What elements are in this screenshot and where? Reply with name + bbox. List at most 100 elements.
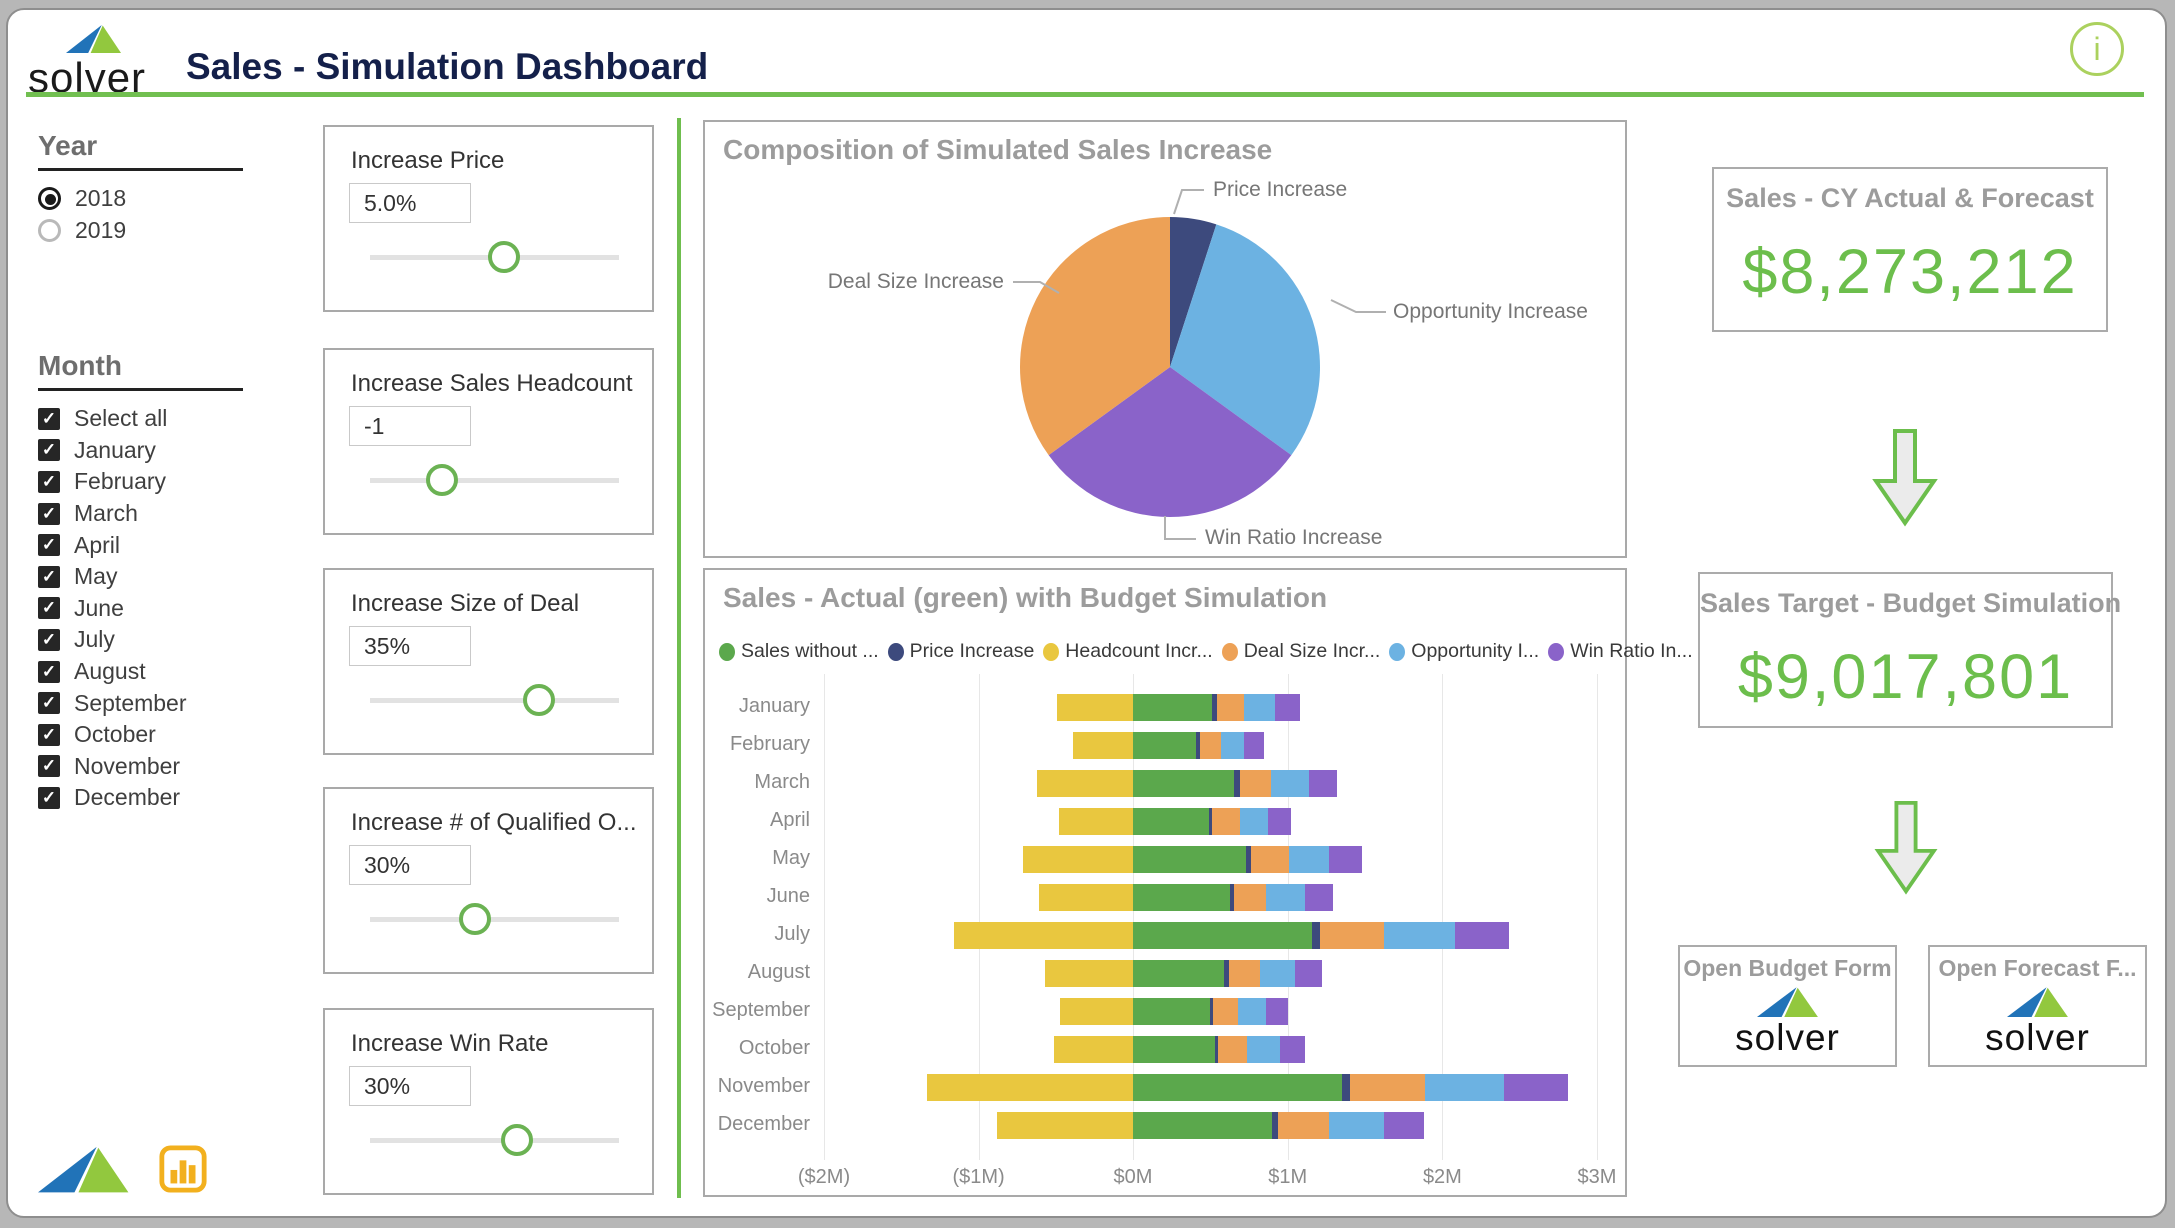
- month-checkbox-november[interactable]: ✓ November: [38, 751, 278, 783]
- bar-seg-opportunity-i[interactable]: [1425, 1073, 1505, 1101]
- bar-seg-deal-size-incr[interactable]: [1233, 883, 1267, 911]
- checkbox-checked-icon[interactable]: ✓: [38, 660, 60, 683]
- bar-row-july[interactable]: [705, 921, 1629, 949]
- bar-seg-price-increase[interactable]: [1224, 959, 1229, 987]
- slider-track[interactable]: [370, 1124, 619, 1156]
- bar-seg-price-increase[interactable]: [1214, 1035, 1219, 1063]
- year-option-2018[interactable]: 2018: [38, 183, 278, 215]
- checkbox-checked-icon[interactable]: ✓: [38, 565, 60, 588]
- slider-handle[interactable]: [523, 684, 556, 716]
- bar-seg-win-ratio-in[interactable]: [1454, 921, 1509, 949]
- bar-row-march[interactable]: [705, 769, 1629, 797]
- slider-handle[interactable]: [500, 1124, 533, 1156]
- slider-handle[interactable]: [488, 241, 521, 273]
- bar-seg-win-ratio-in[interactable]: [1383, 1111, 1424, 1139]
- month-checkbox-october[interactable]: ✓ October: [38, 719, 278, 751]
- bar-seg-opportunity-i[interactable]: [1247, 1035, 1280, 1063]
- bar-seg-sales-without[interactable]: [1133, 1035, 1215, 1063]
- bar-seg-headcount[interactable]: [1054, 1035, 1133, 1063]
- bar-seg-price-increase[interactable]: [1245, 845, 1251, 873]
- slider-value-input[interactable]: [349, 626, 471, 666]
- bar-row-april[interactable]: [705, 807, 1629, 835]
- bar-seg-opportunity-i[interactable]: [1289, 845, 1330, 873]
- bar-seg-win-ratio-in[interactable]: [1504, 1073, 1568, 1101]
- bar-seg-deal-size-incr[interactable]: [1320, 921, 1384, 949]
- bar-seg-price-increase[interactable]: [1211, 693, 1217, 721]
- legend-item-price-increase[interactable]: Price Increase: [887, 640, 1034, 663]
- bar-seg-headcount[interactable]: [996, 1111, 1133, 1139]
- slider-value-input[interactable]: [349, 183, 471, 223]
- legend-item-win-ratio-in[interactable]: Win Ratio In...: [1548, 640, 1693, 663]
- bar-seg-headcount[interactable]: [927, 1073, 1133, 1101]
- bar-seg-deal-size-incr[interactable]: [1250, 845, 1290, 873]
- checkbox-checked-icon[interactable]: ✓: [38, 534, 60, 557]
- bar-seg-win-ratio-in[interactable]: [1267, 807, 1291, 835]
- bar-seg-opportunity-i[interactable]: [1239, 807, 1268, 835]
- slider-value-input[interactable]: [349, 406, 471, 446]
- slider-value-input[interactable]: [349, 845, 471, 885]
- pie-slice-deal-size-increase[interactable]: [1020, 217, 1170, 456]
- bar-seg-deal-size-incr[interactable]: [1199, 731, 1222, 759]
- info-icon[interactable]: i: [2070, 22, 2124, 76]
- slider-track[interactable]: [370, 464, 619, 496]
- legend-item-deal-size-incr[interactable]: Deal Size Incr...: [1221, 640, 1380, 663]
- year-option-2019[interactable]: 2019: [38, 215, 278, 247]
- bar-row-august[interactable]: [705, 959, 1629, 987]
- bar-seg-headcount[interactable]: [1038, 883, 1133, 911]
- month-checkbox-february[interactable]: ✓ February: [38, 466, 278, 498]
- bar-seg-deal-size-incr[interactable]: [1211, 807, 1240, 835]
- bar-seg-headcount[interactable]: [1023, 845, 1133, 873]
- bar-seg-win-ratio-in[interactable]: [1279, 1035, 1305, 1063]
- checkbox-checked-icon[interactable]: ✓: [38, 628, 60, 651]
- bar-seg-price-increase[interactable]: [1208, 807, 1212, 835]
- month-checkbox-june[interactable]: ✓ June: [38, 593, 278, 625]
- pie-slice-win-ratio-increase[interactable]: [1048, 367, 1292, 517]
- bar-seg-price-increase[interactable]: [1341, 1073, 1350, 1101]
- bar-seg-sales-without[interactable]: [1133, 769, 1234, 797]
- radio-selected-icon[interactable]: [38, 187, 61, 211]
- bar-seg-opportunity-i[interactable]: [1259, 959, 1296, 987]
- bar-seg-opportunity-i[interactable]: [1238, 997, 1267, 1025]
- checkbox-checked-icon[interactable]: ✓: [38, 407, 60, 430]
- slider-track[interactable]: [370, 684, 619, 716]
- month-checkbox-may[interactable]: ✓ May: [38, 561, 278, 593]
- month-checkbox-august[interactable]: ✓ August: [38, 656, 278, 688]
- slider-value-input[interactable]: [349, 1066, 471, 1106]
- bar-seg-opportunity-i[interactable]: [1383, 921, 1455, 949]
- bar-seg-price-increase[interactable]: [1196, 731, 1200, 759]
- month-checkbox-april[interactable]: ✓ April: [38, 529, 278, 561]
- bar-seg-sales-without[interactable]: [1133, 959, 1225, 987]
- month-checkbox-march[interactable]: ✓ March: [38, 498, 278, 530]
- slider-handle[interactable]: [458, 903, 491, 935]
- checkbox-checked-icon[interactable]: ✓: [38, 692, 60, 715]
- radio-unselected-icon[interactable]: [38, 218, 61, 242]
- bar-seg-headcount[interactable]: [953, 921, 1133, 949]
- bar-seg-opportunity-i[interactable]: [1244, 693, 1276, 721]
- bar-seg-deal-size-incr[interactable]: [1239, 769, 1271, 797]
- checkbox-checked-icon[interactable]: ✓: [38, 502, 60, 525]
- bar-seg-win-ratio-in[interactable]: [1295, 959, 1322, 987]
- bar-seg-headcount[interactable]: [1044, 959, 1133, 987]
- month-checkbox-december[interactable]: ✓ December: [38, 782, 278, 814]
- bar-row-november[interactable]: [705, 1073, 1629, 1101]
- bar-seg-deal-size-incr[interactable]: [1216, 693, 1245, 721]
- bar-seg-win-ratio-in[interactable]: [1309, 769, 1338, 797]
- slider-track[interactable]: [370, 241, 619, 273]
- bar-seg-headcount[interactable]: [1058, 807, 1133, 835]
- bar-row-december[interactable]: [705, 1111, 1629, 1139]
- checkbox-checked-icon[interactable]: ✓: [38, 755, 60, 778]
- bar-seg-sales-without[interactable]: [1133, 921, 1313, 949]
- bar-row-june[interactable]: [705, 883, 1629, 911]
- bar-seg-sales-without[interactable]: [1133, 693, 1212, 721]
- bar-seg-headcount[interactable]: [1060, 997, 1133, 1025]
- legend-item-headcount-incr[interactable]: Headcount Incr...: [1043, 640, 1213, 663]
- legend-item-sales-without[interactable]: Sales without ...: [719, 640, 879, 663]
- bar-seg-opportunity-i[interactable]: [1221, 731, 1245, 759]
- open-budget-form-button[interactable]: Open Budget Form solver: [1678, 945, 1897, 1067]
- pie-chart[interactable]: [705, 122, 1625, 556]
- checkbox-checked-icon[interactable]: ✓: [38, 439, 60, 462]
- bar-seg-deal-size-incr[interactable]: [1228, 959, 1260, 987]
- bar-seg-headcount[interactable]: [1057, 693, 1133, 721]
- bar-seg-price-increase[interactable]: [1233, 769, 1240, 797]
- bar-seg-deal-size-incr[interactable]: [1218, 1035, 1248, 1063]
